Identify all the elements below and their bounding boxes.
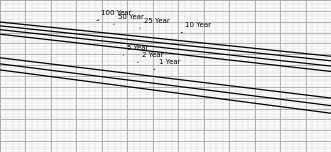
- Text: 10 Year: 10 Year: [181, 22, 212, 33]
- Text: 50 Year: 50 Year: [114, 14, 143, 24]
- Text: 1 Year: 1 Year: [154, 59, 180, 69]
- Text: 100 Year: 100 Year: [97, 10, 131, 21]
- Text: 5 Year: 5 Year: [123, 45, 149, 55]
- Text: 2 Year: 2 Year: [138, 52, 164, 62]
- Text: 25 Year: 25 Year: [140, 18, 170, 28]
